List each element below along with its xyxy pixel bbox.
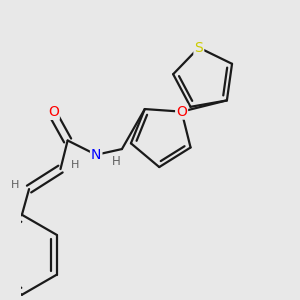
Text: H: H	[70, 160, 79, 170]
Text: O: O	[48, 105, 59, 119]
Text: S: S	[194, 40, 203, 55]
Text: H: H	[112, 155, 121, 168]
Text: O: O	[176, 105, 187, 118]
Text: H: H	[11, 180, 19, 190]
Text: N: N	[91, 148, 101, 162]
